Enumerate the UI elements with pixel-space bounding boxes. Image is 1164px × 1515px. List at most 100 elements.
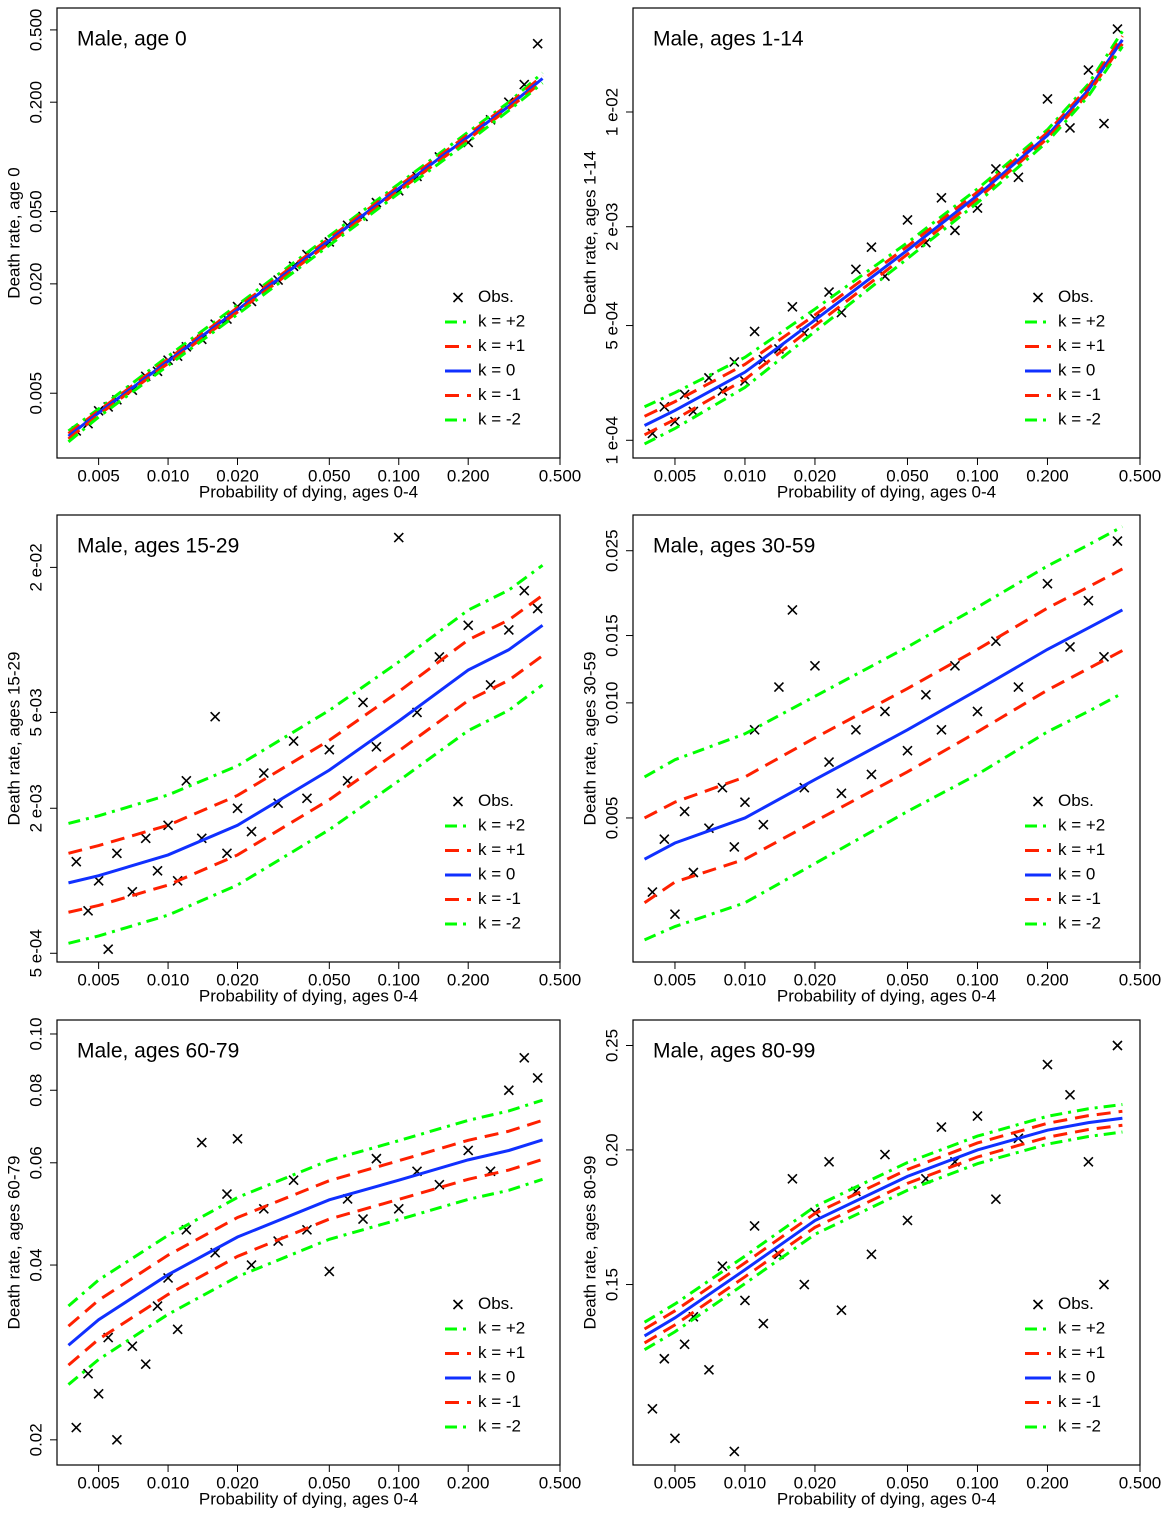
y-axis-label: Death rate, ages 80-99 <box>580 1156 599 1330</box>
observation <box>1013 681 1024 693</box>
observation <box>288 736 299 747</box>
fitted-line <box>68 683 544 945</box>
observation <box>152 1300 163 1312</box>
x-tick-label: 0.200 <box>1026 970 1069 989</box>
observation <box>936 724 947 735</box>
observation <box>503 624 514 635</box>
fitted-line <box>68 564 544 825</box>
fitted-line <box>67 1098 543 1308</box>
panel-title: Male, ages 15-29 <box>77 535 239 558</box>
observation <box>799 1279 810 1290</box>
x-tick-label: 0.050 <box>886 466 929 485</box>
observation <box>232 1133 243 1144</box>
y-tick-label: 5 e-03 <box>26 688 45 736</box>
observation <box>71 856 82 867</box>
fitted-line <box>68 654 544 914</box>
observation <box>111 848 122 859</box>
plot-frame <box>56 7 561 459</box>
panel-title: Male, age 0 <box>77 28 187 51</box>
legend-label: Obs. <box>478 791 514 810</box>
y-tick-label: 0.020 <box>26 263 45 306</box>
x-tick-label: 0.020 <box>794 1473 837 1492</box>
legend-label: k = -1 <box>1058 1392 1101 1411</box>
legend-symbol <box>452 1299 464 1310</box>
observation <box>246 826 257 837</box>
observation <box>181 775 192 786</box>
y-axis-label: Death rate, ages 15-29 <box>4 652 23 826</box>
y-tick-label: 0.005 <box>602 797 621 840</box>
observation <box>729 1446 740 1457</box>
fitted-line <box>643 1123 1123 1345</box>
observation <box>836 788 847 799</box>
observation <box>879 706 891 717</box>
observation <box>920 689 931 700</box>
fitted-line <box>643 39 1124 427</box>
observation <box>324 1266 335 1277</box>
observation <box>111 1434 122 1445</box>
observation <box>1042 1059 1053 1070</box>
observation <box>357 1213 369 1225</box>
legend-label: k = -2 <box>478 913 521 932</box>
fitted-line <box>67 81 544 443</box>
fitted-line <box>643 691 1124 942</box>
x-tick-label: 0.200 <box>1026 466 1069 485</box>
plot-frame <box>56 1019 561 1466</box>
legend-label: k = 0 <box>478 360 515 379</box>
x-tick-label: 0.050 <box>886 1473 929 1492</box>
observation <box>246 1259 257 1271</box>
x-axis-label: Probability of dying, ages 0-4 <box>199 986 418 1005</box>
observation <box>519 1052 530 1063</box>
fitted-line <box>67 80 544 441</box>
y-tick-label: 2 e-03 <box>26 784 45 832</box>
legend-label: k = -1 <box>1058 889 1101 908</box>
legend: Obs. k = +2 k = +1 k = 0 k = -1 k = -2 <box>445 1294 525 1435</box>
observation <box>787 1173 798 1184</box>
observation <box>1042 578 1053 589</box>
observation <box>1064 641 1076 653</box>
legend-label: k = +2 <box>1058 815 1105 834</box>
fitted-line <box>68 594 544 855</box>
observation <box>140 833 151 844</box>
legend-label: k = 0 <box>1058 1367 1095 1386</box>
observation <box>949 660 961 671</box>
legend: Obs. k = +2 k = +1 k = 0 k = -1 k = -2 <box>445 287 525 428</box>
observation <box>463 1145 474 1156</box>
legend-label: k = +2 <box>478 1318 525 1337</box>
observation <box>758 1318 769 1329</box>
observation <box>232 803 243 814</box>
fitted-line <box>643 567 1124 820</box>
x-tick-label: 0.500 <box>539 466 582 485</box>
x-axis-label: Probability of dying, ages 0-4 <box>777 482 996 501</box>
observation <box>371 1153 382 1164</box>
observation <box>172 1324 183 1335</box>
legend-symbol <box>1032 1299 1044 1310</box>
observation <box>393 532 404 543</box>
observation <box>739 797 751 808</box>
observation <box>532 38 543 49</box>
legend-label: Obs. <box>478 1294 514 1313</box>
observation <box>773 681 784 693</box>
legend-label: k = +1 <box>1058 840 1105 859</box>
plot-area <box>67 1052 543 1445</box>
legend-label: k = -2 <box>478 409 521 428</box>
observation <box>532 1072 543 1084</box>
x-tick-label: 0.005 <box>654 1473 697 1492</box>
x-tick-label: 0.005 <box>654 466 697 485</box>
y-axis-label: Death rate, ages 30-59 <box>580 652 599 826</box>
x-tick-label: 0.500 <box>539 970 582 989</box>
legend-label: k = +2 <box>1058 1318 1105 1337</box>
y-tick-label: 0.015 <box>602 614 621 657</box>
observation <box>936 192 947 203</box>
legend-label: k = 0 <box>478 864 515 883</box>
legend-label: k = +1 <box>1058 1343 1105 1362</box>
fitted-line <box>643 30 1124 409</box>
y-axis-label: Death rate, ages 60-79 <box>4 1156 23 1330</box>
legend-symbol <box>452 796 464 807</box>
observation <box>1042 93 1053 105</box>
observation <box>393 1203 404 1214</box>
legend-label: k = -2 <box>478 1416 521 1435</box>
legend-symbol <box>1032 292 1044 303</box>
fitted-line <box>643 1102 1123 1324</box>
x-tick-label: 0.005 <box>77 1473 120 1492</box>
observation <box>669 909 681 920</box>
